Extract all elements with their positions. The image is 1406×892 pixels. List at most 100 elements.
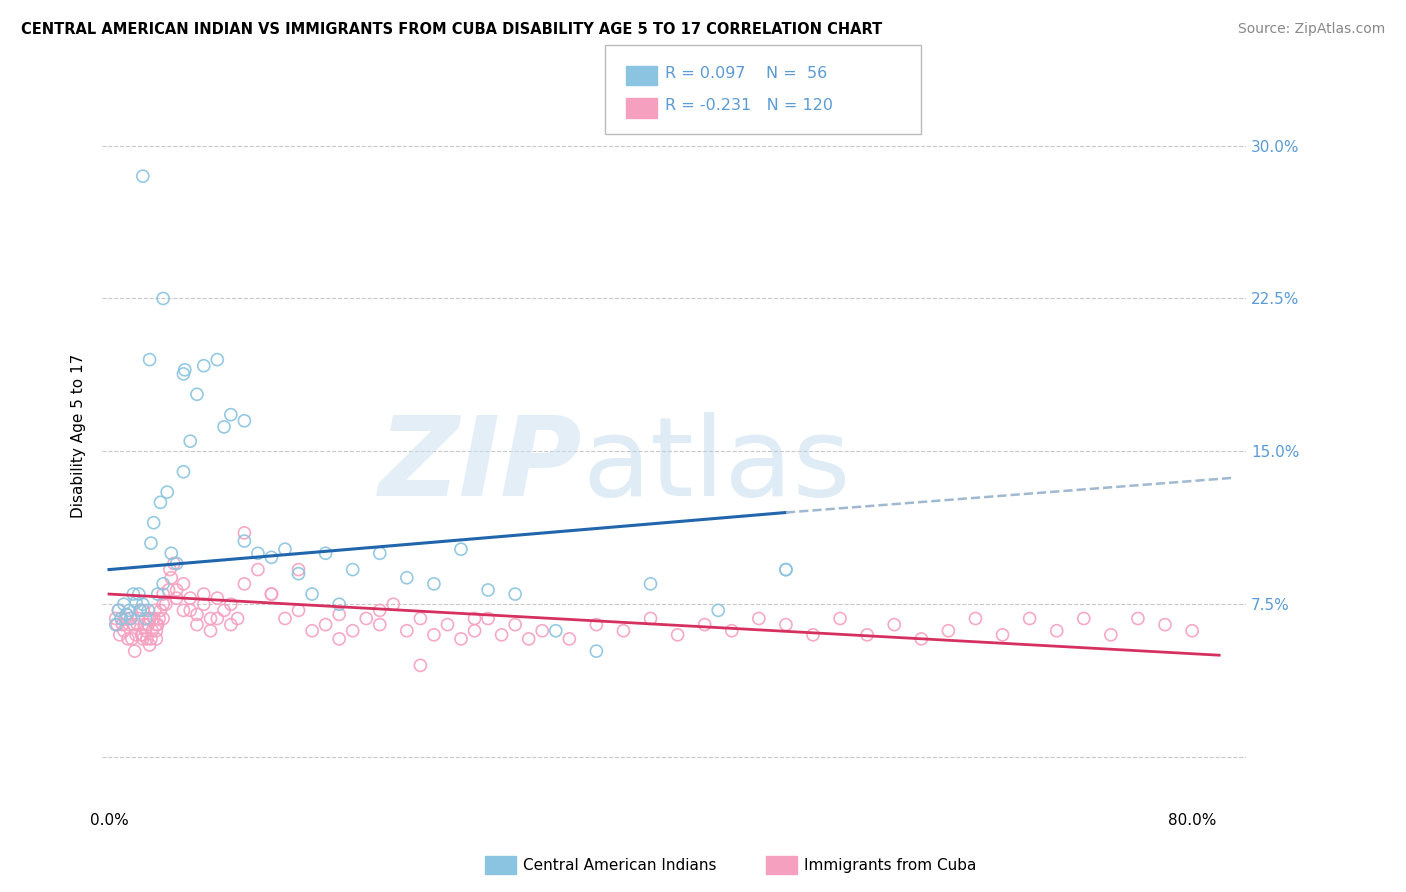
Point — [128, 587, 150, 601]
Point — [173, 363, 195, 377]
Point — [156, 485, 179, 500]
Point — [141, 624, 163, 638]
Point — [179, 591, 201, 606]
Point — [152, 292, 174, 306]
Point — [145, 617, 167, 632]
Point — [693, 617, 716, 632]
Point — [558, 632, 581, 646]
Text: Source: ZipAtlas.com: Source: ZipAtlas.com — [1237, 22, 1385, 37]
Point — [172, 367, 194, 381]
Point — [477, 582, 499, 597]
Point — [274, 542, 297, 557]
Point — [132, 603, 155, 617]
Point — [207, 591, 229, 606]
Point — [118, 617, 141, 632]
Point — [128, 611, 150, 625]
Point — [157, 582, 180, 597]
Point — [219, 408, 242, 422]
Point — [246, 563, 269, 577]
Point — [503, 587, 526, 601]
Point — [193, 587, 215, 601]
Point — [115, 607, 138, 622]
Point — [129, 603, 152, 617]
Point — [274, 611, 297, 625]
Point — [207, 611, 229, 625]
Point — [179, 434, 201, 449]
Point — [1154, 617, 1177, 632]
Point — [125, 595, 148, 609]
Point — [115, 607, 138, 622]
Point — [136, 617, 159, 632]
Point — [301, 587, 323, 601]
Point — [395, 571, 418, 585]
Point — [108, 628, 131, 642]
Text: atlas: atlas — [582, 412, 851, 519]
Point — [186, 387, 208, 401]
Point — [111, 617, 134, 632]
Point — [342, 563, 364, 577]
Point — [125, 628, 148, 642]
Point — [219, 597, 242, 611]
Point — [138, 352, 160, 367]
Point — [233, 525, 256, 540]
Point — [172, 465, 194, 479]
Point — [910, 632, 932, 646]
Point — [1018, 611, 1040, 625]
Point — [531, 624, 554, 638]
Point — [120, 611, 142, 625]
Point — [775, 563, 797, 577]
Point — [382, 597, 405, 611]
Point — [145, 632, 167, 646]
Point — [166, 582, 188, 597]
Point — [117, 632, 139, 646]
Point — [160, 546, 183, 560]
Point — [118, 603, 141, 617]
Point — [138, 638, 160, 652]
Point — [142, 516, 165, 530]
Point — [423, 628, 446, 642]
Point — [135, 611, 157, 625]
Point — [193, 359, 215, 373]
Point — [145, 624, 167, 638]
Point — [135, 632, 157, 646]
Point — [640, 577, 662, 591]
Point — [368, 546, 391, 560]
Point — [138, 611, 160, 625]
Point — [131, 628, 153, 642]
Point — [166, 591, 188, 606]
Point — [112, 624, 135, 638]
Text: Central American Indians: Central American Indians — [523, 858, 717, 872]
Point — [883, 617, 905, 632]
Point — [152, 577, 174, 591]
Point — [491, 628, 513, 642]
Point — [260, 587, 283, 601]
Point — [328, 607, 350, 622]
Point — [110, 611, 132, 625]
Point — [395, 624, 418, 638]
Point — [104, 617, 127, 632]
Point — [129, 603, 152, 617]
Point — [328, 632, 350, 646]
Point — [666, 628, 689, 642]
Point — [260, 550, 283, 565]
Point — [720, 624, 742, 638]
Point — [965, 611, 987, 625]
Point — [107, 603, 129, 617]
Point — [138, 611, 160, 625]
Point — [775, 617, 797, 632]
Point — [423, 577, 446, 591]
Point — [640, 611, 662, 625]
Point — [612, 624, 634, 638]
Point — [828, 611, 851, 625]
Point — [801, 628, 824, 642]
Point — [226, 611, 249, 625]
Point — [146, 587, 169, 601]
Point — [127, 617, 149, 632]
Point — [775, 563, 797, 577]
Point — [585, 617, 607, 632]
Point — [1099, 628, 1122, 642]
Point — [142, 611, 165, 625]
Point — [120, 611, 142, 625]
Point — [1073, 611, 1095, 625]
Point — [212, 603, 235, 617]
